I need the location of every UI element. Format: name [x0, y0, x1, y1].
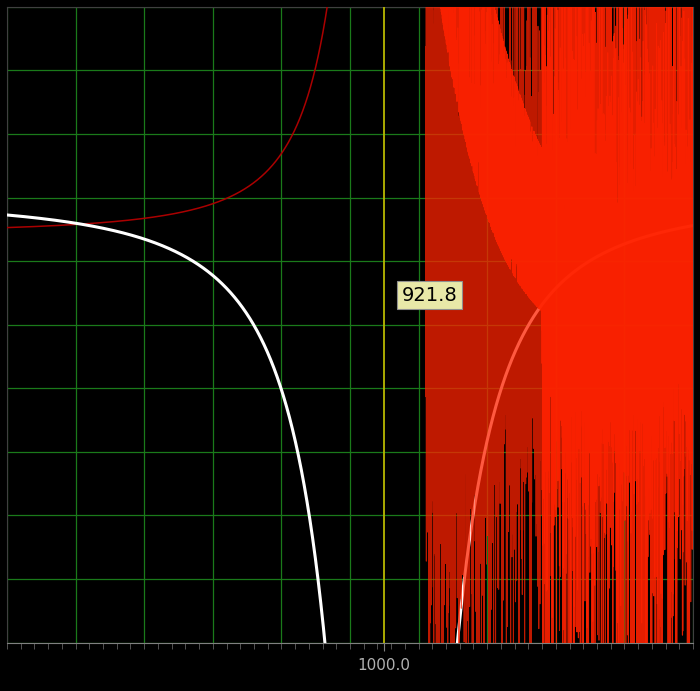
Text: 921.8: 921.8 [402, 285, 457, 305]
